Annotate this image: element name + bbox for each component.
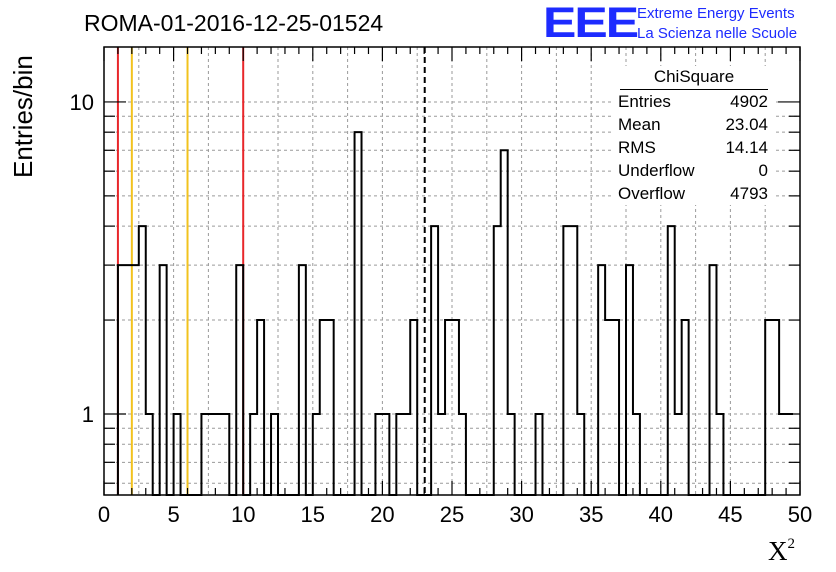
x-tick-label: 45: [718, 502, 742, 527]
eee-logo: EEE: [543, 0, 639, 47]
histogram-bin: [125, 265, 132, 495]
histogram-bin: [257, 320, 264, 495]
stats-title: ChiSquare: [620, 66, 768, 90]
stats-box: ChiSquare Entries 4902 Mean 23.04 RMS 14.14…: [612, 66, 776, 205]
histogram-bin: [160, 265, 167, 495]
histogram-bin: [772, 320, 779, 495]
x-tick-label: 30: [509, 502, 533, 527]
stats-row-underflow: Underflow 0: [618, 161, 768, 180]
histogram-bin: [299, 265, 306, 495]
histogram-bin: [118, 265, 125, 495]
stats-row-overflow: Overflow 4793: [618, 184, 768, 203]
histogram-bin: [236, 265, 243, 495]
x-tick-label: 35: [579, 502, 603, 527]
stats-row-mean: Mean 23.04: [618, 115, 768, 134]
histogram-bin: [410, 320, 417, 495]
y-tick-label: 1: [82, 402, 94, 427]
histogram-bin: [327, 320, 334, 495]
histogram-bin: [501, 150, 508, 495]
histogram-outline: [116, 131, 794, 496]
histogram-bin: [626, 265, 633, 495]
histogram-bin: [452, 320, 459, 495]
histogram-bin: [494, 226, 501, 495]
histogram-bin: [132, 265, 139, 495]
histogram-bin: [320, 320, 327, 495]
y-axis-label: Entries/bin: [8, 55, 38, 178]
x-tick-label: 40: [649, 502, 673, 527]
histogram-bin: [570, 226, 577, 495]
x-axis-label: X2: [768, 536, 796, 566]
histogram-bin: [605, 320, 612, 495]
histogram-bin: [563, 226, 570, 495]
stats-row-entries: Entries 4902: [618, 92, 768, 111]
x-tick-label: 20: [370, 502, 394, 527]
x-tick-label: 15: [301, 502, 325, 527]
histogram-bin: [598, 265, 605, 495]
histogram-bin: [765, 320, 772, 495]
logo-line-1: Extreme Energy Events: [637, 5, 795, 22]
histogram-bin: [355, 132, 362, 495]
histogram: [116, 131, 794, 496]
axis-tick-labels: 0 5 10 15 20 25 30 35 40 45 50 1 10: [70, 90, 813, 527]
histogram-bin: [431, 226, 438, 495]
x-tick-label: 0: [98, 502, 110, 527]
histogram-bin: [682, 320, 689, 495]
x-tick-label: 50: [788, 502, 812, 527]
x-axis-label-sup: 2: [787, 536, 796, 552]
histogram-bin: [668, 226, 675, 495]
x-tick-label: 25: [440, 502, 464, 527]
chart-title: ROMA-01-2016-12-25-01524: [84, 10, 384, 36]
logo-line-2: La Scienza nelle Scuole: [637, 25, 798, 42]
y-tick-label: 10: [70, 90, 94, 115]
histogram-bin: [710, 265, 717, 495]
x-tick-label: 10: [231, 502, 255, 527]
stats-row-rms: RMS 14.14: [618, 138, 768, 157]
x-tick-label: 5: [167, 502, 179, 527]
histogram-bin: [612, 320, 619, 495]
histogram-bin: [445, 320, 452, 495]
axis-ticks: [103, 47, 801, 495]
histogram-bin: [139, 226, 146, 495]
